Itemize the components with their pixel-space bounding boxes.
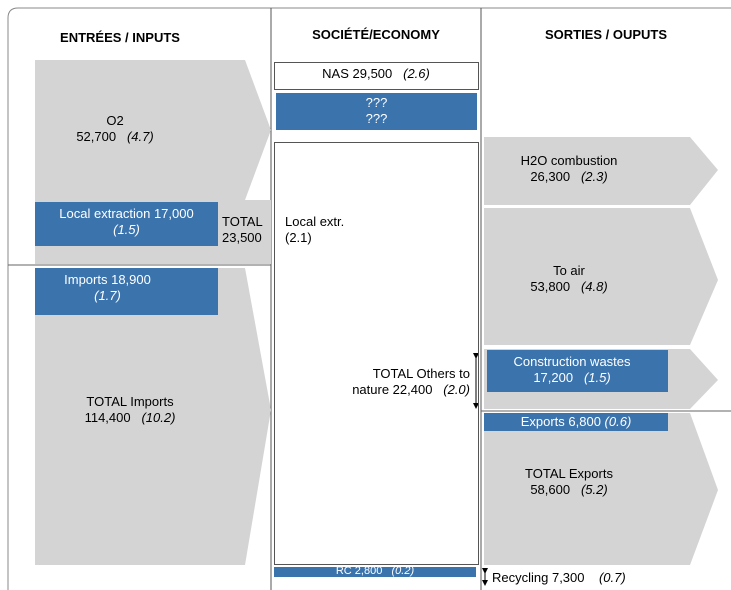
total-exports: TOTAL Exports 58,600 (5.2) (484, 466, 654, 498)
local-box (35, 202, 218, 246)
label: NAS 29,500 (322, 66, 393, 81)
label: ??? (365, 111, 388, 126)
total-local: TOTAL 23,500 (222, 214, 263, 246)
recycling: Recycling 7,300 (0.7) (492, 570, 626, 586)
total-imports: TOTAL Imports 114,400 (10.2) (50, 394, 210, 426)
h2o: H2O combustion 26,300 (2.3) (484, 153, 654, 185)
share: (0.6) (604, 414, 632, 429)
label: ??? (365, 95, 388, 110)
share: (0.7) (598, 570, 626, 585)
exports-box (484, 413, 668, 431)
header: SORTIES / OUPUTS (544, 27, 668, 42)
share: (4.8) (580, 279, 608, 294)
nas-box (274, 62, 479, 90)
share: (1.7) (94, 288, 121, 303)
label: nature 22,400 (352, 382, 433, 397)
label: O2 (106, 113, 124, 128)
share: (2.0) (443, 382, 470, 397)
value: 52,700 (76, 129, 117, 144)
label: Local extr. (285, 214, 345, 229)
o2: O2 52,700 (4.7) (50, 113, 180, 145)
share: (10.2) (141, 410, 176, 425)
share: (4.7) (126, 129, 154, 144)
air-arrow (484, 208, 718, 345)
header: SOCIÉTÉ/ECONOMY (312, 27, 440, 42)
label: Exports 6,800 (520, 414, 601, 429)
value: 23,500 (222, 230, 262, 245)
construction-box (487, 350, 668, 392)
share: (0.2) (391, 565, 415, 577)
h2o-arrow (484, 137, 718, 205)
label: Local extraction 17,000 (59, 206, 194, 221)
share: (2.6) (403, 66, 430, 81)
label: TOTAL Imports (86, 394, 174, 409)
share: (5.2) (580, 482, 608, 497)
imports-box (35, 268, 218, 315)
value: 17,200 (533, 370, 574, 385)
air: To air 53,800 (4.8) (484, 263, 654, 295)
value: 58,600 (530, 482, 571, 497)
value: 53,800 (530, 279, 571, 294)
construction: Construction wastes 17,200 (1.5) (487, 354, 657, 386)
value: 114,400 (84, 410, 131, 425)
rc-box (274, 567, 476, 577)
label: TOTAL Others to (372, 366, 470, 381)
total-local-2: Local extr. (2.1) (285, 214, 344, 246)
unknown-box (276, 93, 477, 130)
economy-box (274, 142, 479, 565)
value: 26,300 (530, 169, 571, 184)
outer-border (7, 7, 731, 590)
o2-arrow (35, 60, 271, 200)
label: H2O combustion (520, 153, 618, 168)
share: (1.5) (583, 370, 611, 385)
rc: RC 2,800 (0.2) (274, 564, 476, 578)
label: Construction wastes (513, 354, 631, 369)
label: To air (553, 263, 585, 278)
share: (1.5) (113, 222, 140, 237)
others: TOTAL Others to nature 22,400 (2.0) (300, 366, 470, 398)
share: (2.1) (285, 230, 312, 245)
label: RC 2,800 (335, 565, 383, 577)
label: TOTAL Exports (525, 466, 613, 481)
label: Imports 18,900 (64, 272, 151, 287)
exports-arrow (484, 413, 718, 565)
label: Recycling 7,300 (492, 570, 585, 585)
nas: NAS 29,500 (2.6) (274, 66, 478, 82)
share: (2.3) (580, 169, 608, 184)
imports: Imports 18,900 (1.7) (35, 272, 180, 304)
unknown: ?????? (276, 95, 477, 127)
imports-arrow (35, 268, 271, 565)
header: ENTRÉES / INPUTS (60, 30, 180, 45)
label: TOTAL (222, 214, 263, 229)
local-extraction: Local extraction 17,000 (1.5) (35, 206, 218, 238)
exports: Exports 6,800 (0.6) (484, 414, 668, 430)
